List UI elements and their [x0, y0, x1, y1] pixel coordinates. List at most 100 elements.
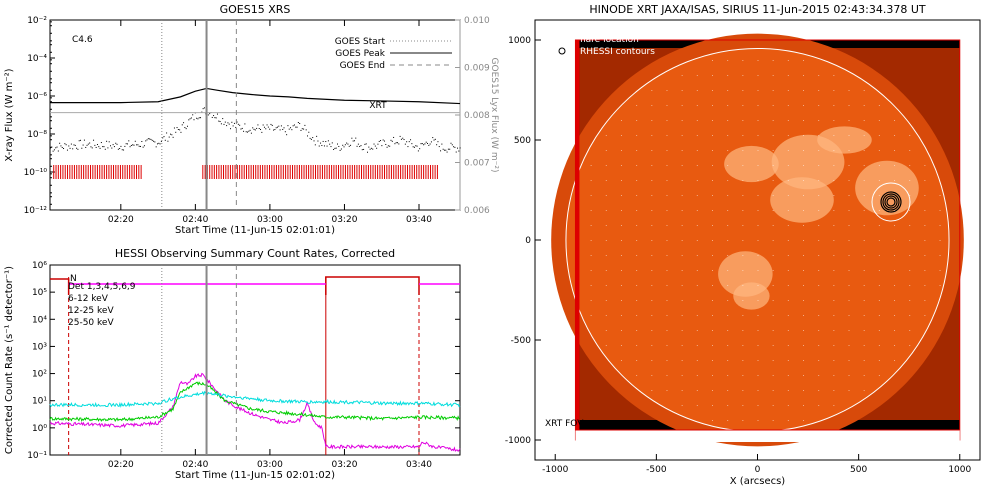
- xrt-grid-dot: [863, 225, 865, 226]
- xrt-grid-dot: [711, 105, 713, 106]
- xrt-y-tick-label: 0: [525, 236, 531, 246]
- goes-series-short-point: [387, 145, 389, 147]
- goes-series-short-point: [252, 127, 254, 129]
- xrt-grid-dot: [818, 360, 820, 361]
- goes-series-short-point: [74, 144, 76, 146]
- goes-series-short-point: [453, 146, 455, 148]
- xrt-grid-dot: [772, 420, 774, 421]
- goes-series-short-point: [376, 147, 378, 149]
- xrt-fov-label: XRT FOV: [545, 419, 584, 429]
- goes-series-short-point: [262, 124, 264, 126]
- xrt-grid-dot: [787, 420, 789, 421]
- xrt-grid-dot: [620, 315, 622, 316]
- goes-y-tick-label: 10⁻²: [27, 16, 47, 26]
- goes-series-short-point: [145, 140, 147, 142]
- xrt-grid-dot: [772, 150, 774, 151]
- goes-title: GOES15 XRS: [220, 3, 291, 16]
- xrt-grid-dot: [787, 255, 789, 256]
- goes-series-short-point: [410, 139, 412, 141]
- xrt-grid-dot: [863, 330, 865, 331]
- xrt-grid-dot: [681, 210, 683, 211]
- goes-series-short-point: [181, 124, 183, 126]
- goes-series-short-point: [85, 146, 87, 148]
- xrt-grid-dot: [742, 60, 744, 61]
- xrt-grid-dot: [666, 345, 668, 346]
- xrt-grid-dot: [803, 165, 805, 166]
- xrt-grid-dot: [863, 195, 865, 196]
- xrt-grid-dot: [818, 315, 820, 316]
- xrt-grid-dot: [696, 180, 698, 181]
- goes-series-short-point: [266, 124, 268, 126]
- xrt-grid-dot: [696, 120, 698, 121]
- goes-series-short-point: [90, 146, 92, 148]
- goes-series-short-point: [398, 143, 400, 145]
- xrt-legend-flare: flare location: [580, 35, 639, 45]
- xrt-grid-dot: [848, 375, 850, 376]
- xrt-grid-dot: [863, 270, 865, 271]
- goes-series-short-point: [248, 130, 250, 132]
- xrt-grid-dot: [681, 360, 683, 361]
- xrt-grid-dot: [757, 195, 759, 196]
- xrt-grid-dot: [787, 285, 789, 286]
- hessi-n-label: N: [70, 274, 77, 284]
- goes-y2-tick-label: 0.010: [464, 16, 490, 26]
- xrt-grid-dot: [620, 180, 622, 181]
- xrt-grid-dot: [727, 165, 729, 166]
- xrt-grid-dot: [681, 135, 683, 136]
- xrt-grid-dot: [681, 120, 683, 121]
- xrt-y-tick-label: -1000: [505, 436, 531, 446]
- xrt-grid-dot: [878, 105, 880, 106]
- goes-series-short-point: [389, 145, 391, 147]
- goes-series-short-point: [179, 129, 181, 131]
- xrt-grid-dot: [620, 165, 622, 166]
- xrt-grid-dot: [666, 375, 668, 376]
- xrt-grid-dot: [818, 345, 820, 346]
- xrt-grid-dot: [620, 285, 622, 286]
- hessi-y-tick-label: 10⁰: [32, 424, 47, 434]
- xrt-grid-dot: [651, 120, 653, 121]
- goes-series-short-point: [60, 145, 62, 147]
- xrt-grid-dot: [757, 315, 759, 316]
- hessi-xlabel: Start Time (11-Jun-15 02:01:02): [175, 470, 335, 481]
- xrt-grid-dot: [696, 270, 698, 271]
- xrt-grid-dot: [787, 210, 789, 211]
- goes-series-short-point: [80, 139, 82, 141]
- xrt-grid-dot: [833, 120, 835, 121]
- goes-series-short-point: [100, 142, 102, 144]
- xrt-grid-dot: [590, 285, 592, 286]
- xrt-grid-dot: [742, 150, 744, 151]
- xrt-grid-dot: [848, 360, 850, 361]
- goes-series-short-point: [329, 143, 331, 145]
- goes-series-short-point: [173, 127, 175, 129]
- goes-series-short-point: [140, 145, 142, 147]
- xrt-image-group: [551, 33, 964, 447]
- xrt-grid-dot: [894, 240, 896, 241]
- xrt-grid-dot: [711, 165, 713, 166]
- goes-series-short-point: [167, 140, 169, 142]
- goes-series-short-point: [89, 142, 91, 144]
- xrt-grid-dot: [939, 255, 941, 256]
- xrt-grid-dot: [803, 90, 805, 91]
- xrt-grid-dot: [666, 330, 668, 331]
- xrt-grid-dot: [742, 195, 744, 196]
- goes-series-short-point: [130, 144, 132, 146]
- goes-y-tick-label: 10⁻¹⁰: [24, 168, 48, 178]
- goes-series-short-point: [115, 142, 117, 144]
- xrt-grid-dot: [681, 405, 683, 406]
- goes-series-short-point: [274, 129, 276, 131]
- goes-series-short-point: [63, 148, 65, 150]
- xrt-grid-dot: [833, 165, 835, 166]
- xrt-grid-dot: [894, 270, 896, 271]
- goes-series-short-point: [412, 146, 414, 148]
- xrt-grid-dot: [636, 210, 638, 211]
- xrt-grid-dot: [711, 360, 713, 361]
- xrt-title: HINODE XRT JAXA/ISAS, SIRIUS 11-Jun-2015…: [589, 3, 926, 16]
- xrt-grid-dot: [924, 210, 926, 211]
- xrt-grid-dot: [711, 345, 713, 346]
- goes-series-short-point: [214, 117, 216, 119]
- goes-series-short-point: [133, 144, 135, 146]
- goes-series-short-point: [78, 140, 80, 142]
- xrt-grid-dot: [818, 180, 820, 181]
- goes-series-short-point: [125, 143, 127, 145]
- xrt-grid-dot: [727, 375, 729, 376]
